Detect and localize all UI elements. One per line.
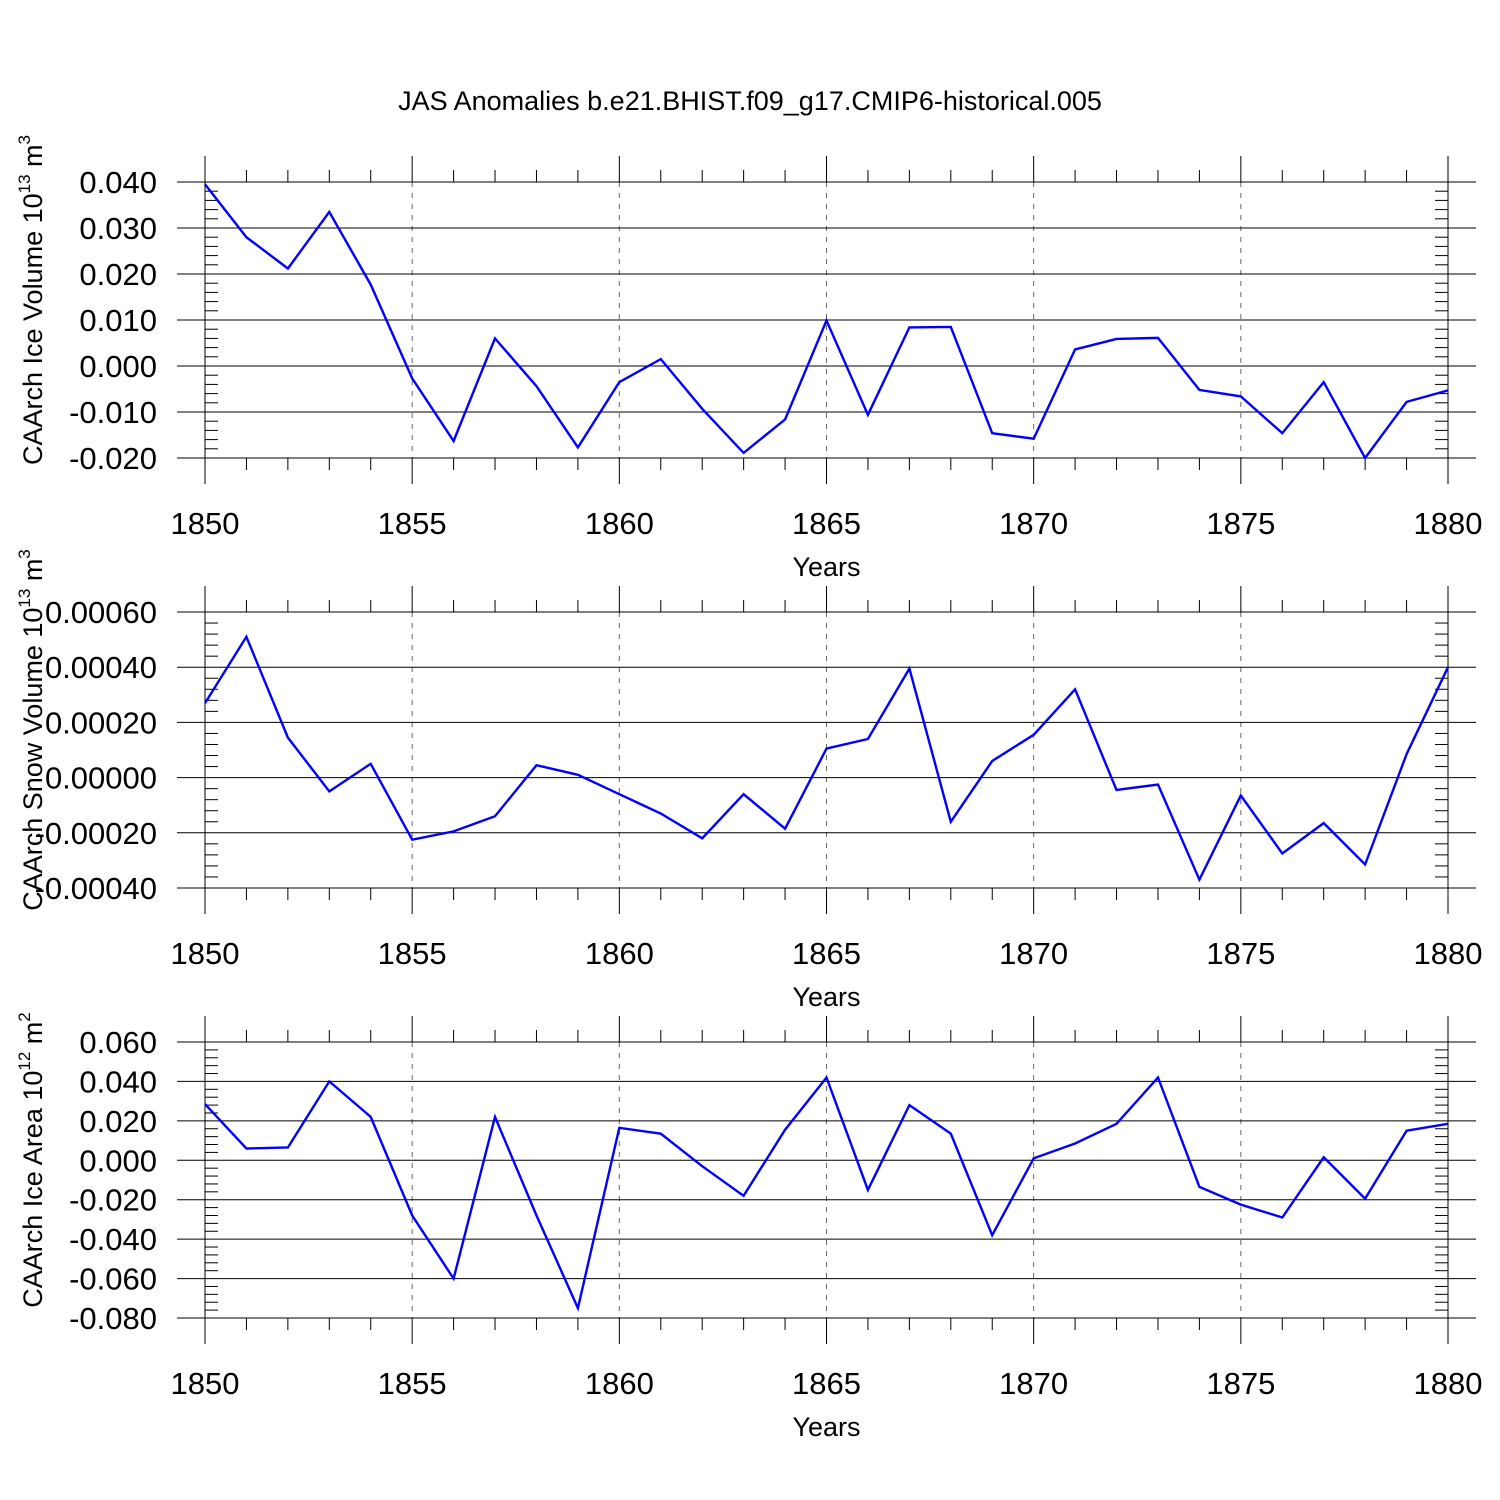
y-tick-label: -0.00040 — [35, 871, 157, 906]
y-tick-label: 0.020 — [79, 257, 157, 292]
x-tick-label: 1855 — [378, 936, 447, 971]
x-tick-label: 1855 — [378, 1366, 447, 1401]
y-tick-label: 0.00020 — [45, 705, 157, 740]
series-line-2 — [203, 634, 1450, 883]
x-tick-label: 1865 — [792, 506, 861, 541]
x-tick-label: 1875 — [1206, 936, 1275, 971]
y-tick-label: -0.040 — [69, 1222, 157, 1257]
y-tick-label: -0.060 — [69, 1262, 157, 1297]
x-tick-label: 1850 — [171, 936, 240, 971]
panels: 1850 1855 1860 1865 1870 1875 1880 -0.020 -0.010… — [15, 135, 1482, 1442]
x-tick-label: 1855 — [378, 506, 447, 541]
x-axis-label: Years — [792, 552, 860, 582]
x-tick-label: 1880 — [1414, 506, 1483, 541]
y-tick-label: -0.020 — [69, 1183, 157, 1218]
y-tick-label: -0.00020 — [35, 816, 157, 851]
x-tick-label: 1880 — [1414, 1366, 1483, 1401]
x-tick-label: 1860 — [585, 936, 654, 971]
y-tick-label: 0.030 — [79, 211, 157, 246]
x-tick-label: 1865 — [792, 936, 861, 971]
chart-title: JAS Anomalies b.e21.BHIST.f09_g17.CMIP6-… — [398, 86, 1102, 116]
y-tick-label: 0.010 — [79, 303, 157, 338]
y-axis-label: CAArch Ice Area 1012 m2 — [15, 1012, 48, 1308]
y-tick-label: 0.040 — [79, 1064, 157, 1099]
x-axis-label: Years — [792, 982, 860, 1012]
x-tick-label: 1850 — [171, 506, 240, 541]
x-tick-label: 1875 — [1206, 1366, 1275, 1401]
panel-2: 1850 1855 1860 1865 1870 1875 1880 -0.00040 -0.0… — [15, 549, 1482, 1012]
x-tick-label: 1860 — [585, 1366, 654, 1401]
panel-3: 1850 1855 1860 1865 1870 1875 1880 -0.080 -0.060… — [15, 1012, 1482, 1442]
y-tick-label: -0.020 — [69, 441, 157, 476]
x-tick-label: 1880 — [1414, 936, 1483, 971]
y-tick-label: 0.060 — [79, 1025, 157, 1060]
y-tick-label: 0.00000 — [45, 761, 157, 796]
y-axis-label: CAArch Ice Volume 1013 m3 — [15, 135, 48, 465]
x-tick-label: 1870 — [999, 936, 1068, 971]
y-tick-label: 0.040 — [79, 165, 157, 200]
x-tick-label: 1870 — [999, 506, 1068, 541]
y-tick-label: 0.000 — [79, 349, 157, 384]
y-axis-label: CAArch Snow Volume 1013 m3 — [15, 549, 48, 911]
series-line-3 — [204, 1075, 1449, 1312]
y-tick-label: 0.000 — [79, 1143, 157, 1178]
panel-1: 1850 1855 1860 1865 1870 1875 1880 -0.020 -0.010… — [15, 135, 1482, 582]
y-tick-label: 0.00060 — [45, 595, 157, 630]
y-tick-label: 0.020 — [79, 1104, 157, 1139]
x-tick-label: 1850 — [171, 1366, 240, 1401]
y-tick-label: -0.080 — [69, 1301, 157, 1336]
x-axis-label: Years — [792, 1412, 860, 1442]
x-tick-label: 1875 — [1206, 506, 1275, 541]
x-tick-label: 1865 — [792, 1366, 861, 1401]
series-line-1 — [204, 183, 1449, 461]
y-tick-label: -0.010 — [69, 395, 157, 430]
y-tick-label: 0.00040 — [45, 650, 157, 685]
x-tick-label: 1860 — [585, 506, 654, 541]
x-tick-label: 1870 — [999, 1366, 1068, 1401]
